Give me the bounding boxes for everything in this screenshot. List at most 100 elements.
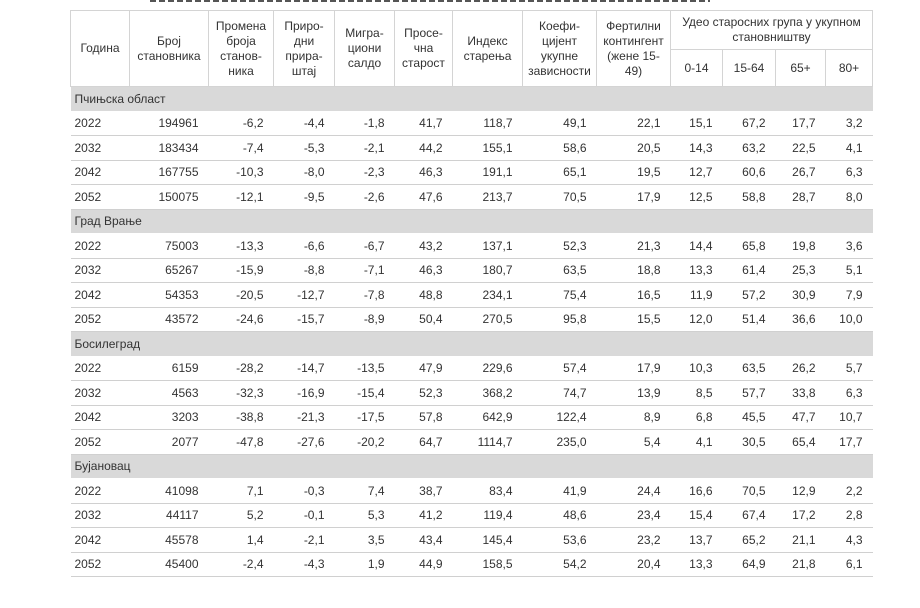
value-cell: 18,8 <box>596 258 671 283</box>
value-cell: -24,6 <box>208 307 274 332</box>
year-cell: 2052 <box>70 552 130 577</box>
value-cell: -6,6 <box>273 233 335 259</box>
value-cell: 6159 <box>129 356 209 381</box>
value-cell: 67,4 <box>722 503 776 528</box>
year-cell: 2042 <box>70 405 130 430</box>
table-row: 2052 43572 -24,6 -15,7 -8,9 50,4 270,5 95,8 15,5… <box>70 307 873 332</box>
section-name: Бујановац <box>70 454 873 479</box>
section-name: Град Врање <box>70 209 873 234</box>
value-cell: -7,1 <box>334 258 395 283</box>
value-cell: -1,8 <box>334 111 395 136</box>
value-cell: 12,7 <box>670 160 723 185</box>
value-cell: 20,4 <box>596 552 671 577</box>
value-cell: 3,5 <box>334 527 395 553</box>
value-cell: 16,5 <box>596 282 671 308</box>
value-cell: 7,9 <box>825 282 873 308</box>
value-cell: 145,4 <box>452 527 523 553</box>
value-cell: 2,2 <box>825 478 873 504</box>
value-cell: -15,4 <box>334 380 395 406</box>
value-cell: 12,5 <box>670 184 723 210</box>
value-cell: 41,7 <box>394 111 453 136</box>
value-cell: 10,7 <box>825 405 873 430</box>
value-cell: -2,1 <box>273 527 335 553</box>
value-cell: 15,5 <box>596 307 671 332</box>
value-cell: 50,4 <box>394 307 453 332</box>
year-cell: 2052 <box>70 184 130 210</box>
value-cell: -8,8 <box>273 258 335 283</box>
header-age-share-group: Удео старосних група у укупном становниш… <box>669 10 874 50</box>
value-cell: 2,8 <box>825 503 873 528</box>
table-row: 2052 2077 -47,8 -27,6 -20,2 64,7 1114,7 235,0 5,… <box>70 429 873 455</box>
value-cell: 45578 <box>129 527 209 553</box>
value-cell: -13,3 <box>208 233 274 259</box>
year-cell: 2032 <box>70 503 130 528</box>
table-row: 2042 54353 -20,5 -12,7 -7,8 48,8 234,1 75,4 16,5… <box>70 282 873 308</box>
value-cell: -4,4 <box>273 111 335 136</box>
value-cell: 234,1 <box>452 282 523 308</box>
value-cell: 25,3 <box>775 258 826 283</box>
value-cell: 19,8 <box>775 233 826 259</box>
cut-off-title <box>150 0 710 3</box>
value-cell: 13,3 <box>670 552 723 577</box>
value-cell: 5,2 <box>208 503 274 528</box>
value-cell: 95,8 <box>522 307 597 332</box>
value-cell: 3203 <box>129 405 209 430</box>
value-cell: 3,6 <box>825 233 873 259</box>
value-cell: 17,9 <box>596 356 671 381</box>
value-cell: 119,4 <box>452 503 523 528</box>
value-cell: -28,2 <box>208 356 274 381</box>
value-cell: 8,9 <box>596 405 671 430</box>
year-cell: 2022 <box>70 233 130 259</box>
value-cell: 2077 <box>129 429 209 455</box>
value-cell: 21,3 <box>596 233 671 259</box>
value-cell: -15,9 <box>208 258 274 283</box>
value-cell: 17,9 <box>596 184 671 210</box>
value-cell: 74,7 <box>522 380 597 406</box>
value-cell: 8,0 <box>825 184 873 210</box>
value-cell: 5,3 <box>334 503 395 528</box>
value-cell: -12,7 <box>273 282 335 308</box>
value-cell: 6,3 <box>825 160 873 185</box>
value-cell: 213,7 <box>452 184 523 210</box>
value-cell: 17,7 <box>775 111 826 136</box>
value-cell: 6,1 <box>825 552 873 577</box>
value-cell: 24,4 <box>596 478 671 504</box>
value-cell: 61,4 <box>722 258 776 283</box>
value-cell: 43,2 <box>394 233 453 259</box>
table-row: 2042 45578 1,4 -2,1 3,5 43,4 145,4 53,6 23,2 13,7… <box>70 527 873 553</box>
year-cell: 2052 <box>70 429 130 455</box>
value-cell: 368,2 <box>452 380 523 406</box>
value-cell: 13,9 <box>596 380 671 406</box>
value-cell: 75,4 <box>522 282 597 308</box>
value-cell: 58,8 <box>722 184 776 210</box>
year-cell: 2022 <box>70 356 130 381</box>
value-cell: 6,3 <box>825 380 873 406</box>
value-cell: 180,7 <box>452 258 523 283</box>
table-row: 2052 45400 -2,4 -4,3 1,9 44,9 158,5 54,2 20,4 13,… <box>70 552 873 577</box>
value-cell: 7,4 <box>334 478 395 504</box>
value-cell: 155,1 <box>452 135 523 161</box>
value-cell: -6,2 <box>208 111 274 136</box>
year-cell: 2032 <box>70 258 130 283</box>
header-pop-change: Промена броја станов-ника <box>208 10 274 87</box>
value-cell: 5,4 <box>596 429 671 455</box>
value-cell: 36,6 <box>775 307 826 332</box>
value-cell: 7,1 <box>208 478 274 504</box>
value-cell: -10,3 <box>208 160 274 185</box>
value-cell: 49,1 <box>522 111 597 136</box>
value-cell: 70,5 <box>722 478 776 504</box>
value-cell: 28,7 <box>775 184 826 210</box>
year-cell: 2052 <box>70 307 130 332</box>
value-cell: 48,6 <box>522 503 597 528</box>
header-age-80plus: 80+ <box>824 49 874 87</box>
value-cell: 12,9 <box>775 478 826 504</box>
value-cell: 38,7 <box>394 478 453 504</box>
value-cell: -8,0 <box>273 160 335 185</box>
value-cell: -17,5 <box>334 405 395 430</box>
value-cell: 23,4 <box>596 503 671 528</box>
value-cell: 48,8 <box>394 282 453 308</box>
value-cell: 17,7 <box>825 429 873 455</box>
value-cell: 65267 <box>129 258 209 283</box>
value-cell: 51,4 <box>722 307 776 332</box>
value-cell: 44,9 <box>394 552 453 577</box>
